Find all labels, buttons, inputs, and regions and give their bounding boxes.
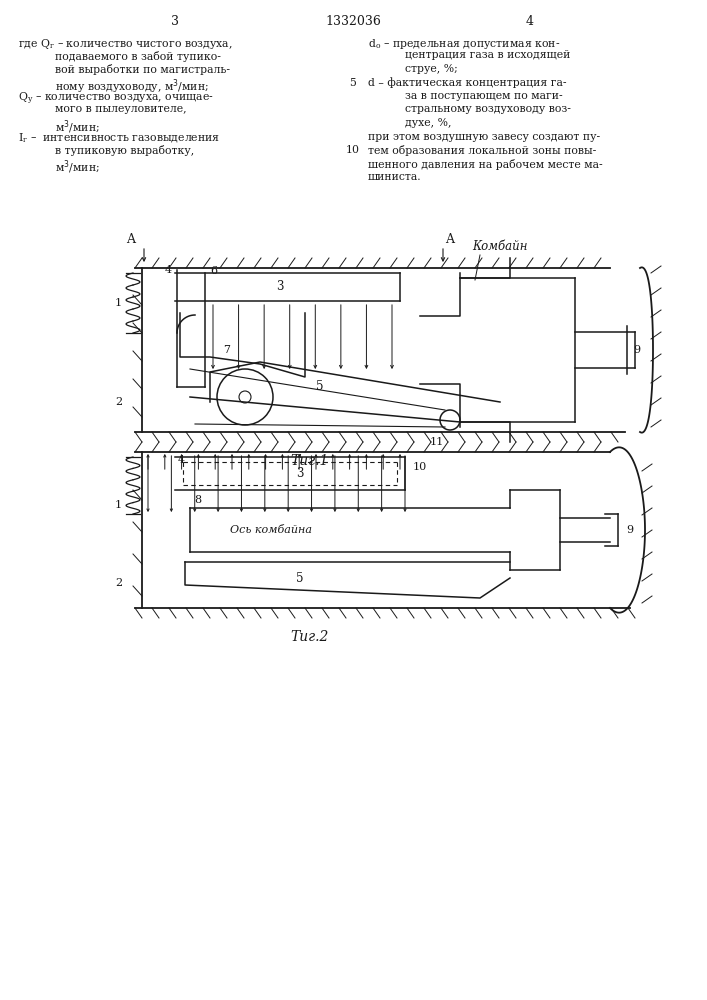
Text: 6: 6 [210,266,217,276]
Text: 4: 4 [165,265,172,275]
Text: 4: 4 [526,15,534,28]
Text: 1332036: 1332036 [325,15,381,28]
Text: A: A [445,233,454,246]
Text: м$^3$/мин;: м$^3$/мин; [55,158,100,176]
Text: 3: 3 [276,280,284,294]
Text: где Q$_\mathregular{г}$ – количество чистого воздуха,: где Q$_\mathregular{г}$ – количество чис… [18,37,233,51]
Text: подаваемого в забой тупико-: подаваемого в забой тупико- [55,50,221,62]
Text: 2: 2 [115,397,122,407]
Text: мого в пылеуловителе,: мого в пылеуловителе, [55,104,187,114]
Text: духе, %,: духе, %, [405,118,452,128]
Text: вой выработки по магистраль-: вой выработки по магистраль- [55,64,230,75]
Text: 5: 5 [316,380,324,393]
Text: 5: 5 [296,572,304,584]
Text: ному воздуховоду, м$^3$/мин;: ному воздуховоду, м$^3$/мин; [55,78,209,96]
Text: Τиг.1: Τиг.1 [291,454,329,468]
Text: м$^3$/мин;: м$^3$/мин; [55,118,100,136]
Text: Q$_\mathregular{у}$ – количество воздуха, очищае-: Q$_\mathregular{у}$ – количество воздуха… [18,91,214,107]
Text: 10: 10 [346,145,360,155]
Text: шенного давления на рабочем месте ма-: шенного давления на рабочем месте ма- [368,158,602,169]
Text: 4: 4 [178,455,185,465]
Text: за в поступающем по маги-: за в поступающем по маги- [405,91,563,101]
Text: 10: 10 [413,462,427,472]
Text: Τиг.2: Τиг.2 [291,630,329,644]
Text: 7: 7 [223,345,230,355]
Text: центрация газа в исходящей: центрация газа в исходящей [405,50,571,60]
Text: 9: 9 [626,525,633,535]
Text: струе, %;: струе, %; [405,64,457,74]
Text: стральному воздуховоду воз-: стральному воздуховоду воз- [405,104,571,114]
Text: d$_\mathregular{o}$ – предельная допустимая кон-: d$_\mathregular{o}$ – предельная допусти… [368,37,560,51]
Text: в тупиковую выработку,: в тупиковую выработку, [55,145,194,156]
Text: 3: 3 [171,15,179,28]
Text: 5: 5 [349,78,356,88]
Text: 1: 1 [115,298,122,308]
Text: при этом воздушную завесу создают пу-: при этом воздушную завесу создают пу- [368,131,600,141]
Text: 3: 3 [296,467,304,480]
Text: шиниста.: шиниста. [368,172,421,182]
Text: I$_\mathregular{г}$ –  интенсивность газовыделения: I$_\mathregular{г}$ – интенсивность газо… [18,131,220,145]
Text: A: A [126,233,135,246]
Text: Ось комбайна: Ось комбайна [230,525,312,535]
Text: 8: 8 [194,495,201,505]
Text: d – фактическая концентрация га-: d – фактическая концентрация га- [368,78,566,88]
Text: Комбайн: Комбайн [472,240,527,253]
Text: 2: 2 [115,578,122,588]
Text: тем образования локальной зоны повы-: тем образования локальной зоны повы- [368,145,596,156]
Text: 11: 11 [430,437,444,447]
Text: 1: 1 [115,500,122,510]
Text: 9: 9 [633,345,641,355]
